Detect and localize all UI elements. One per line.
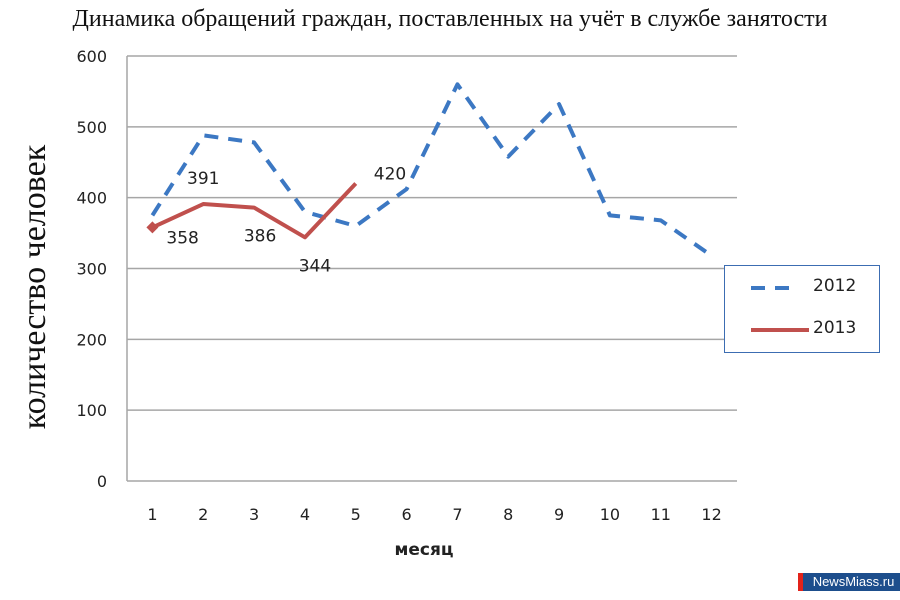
data-label: 358 [166,228,198,248]
dashed-line-icon [751,286,797,290]
legend-label: 2013 [813,318,857,338]
solid-line-icon [751,328,809,332]
y-tick-label: 500 [76,118,107,137]
y-tick-label: 600 [76,47,107,66]
legend: 2012 2013 [724,265,880,353]
legend-item-2013: 2013 [725,318,879,342]
x-tick-label: 11 [651,505,671,524]
data-marker [146,221,159,234]
x-tick-label: 10 [600,505,620,524]
x-tick-label: 3 [249,505,259,524]
y-tick-label: 100 [76,401,107,420]
chart-title: Динамика обращений граждан, поставленных… [72,6,828,32]
y-tick-label: 0 [97,472,107,491]
legend-item-2012: 2012 [725,276,879,300]
series-2013 [151,182,358,240]
y-tick-label: 400 [76,189,107,208]
x-tick-label: 5 [351,505,361,524]
x-tick-label: 7 [452,505,462,524]
y-tick-label: 200 [76,330,107,349]
x-tick-label: 12 [701,505,721,524]
y-tick-label: 300 [76,260,107,279]
x-tick-label: 6 [401,505,411,524]
data-label: 391 [187,169,219,189]
data-label: 386 [244,227,276,247]
watermark-logo: NewsMiass.ru [798,573,900,591]
data-label: 420 [374,165,406,185]
data-label: 344 [299,256,331,276]
x-axis-label: месяц [394,540,453,560]
x-tick-label: 4 [300,505,310,524]
x-tick-label: 2 [198,505,208,524]
legend-label: 2012 [813,276,857,296]
x-tick-label: 9 [554,505,564,524]
x-tick-label: 1 [147,505,157,524]
series-2012 [150,82,713,258]
x-tick-label: 8 [503,505,513,524]
